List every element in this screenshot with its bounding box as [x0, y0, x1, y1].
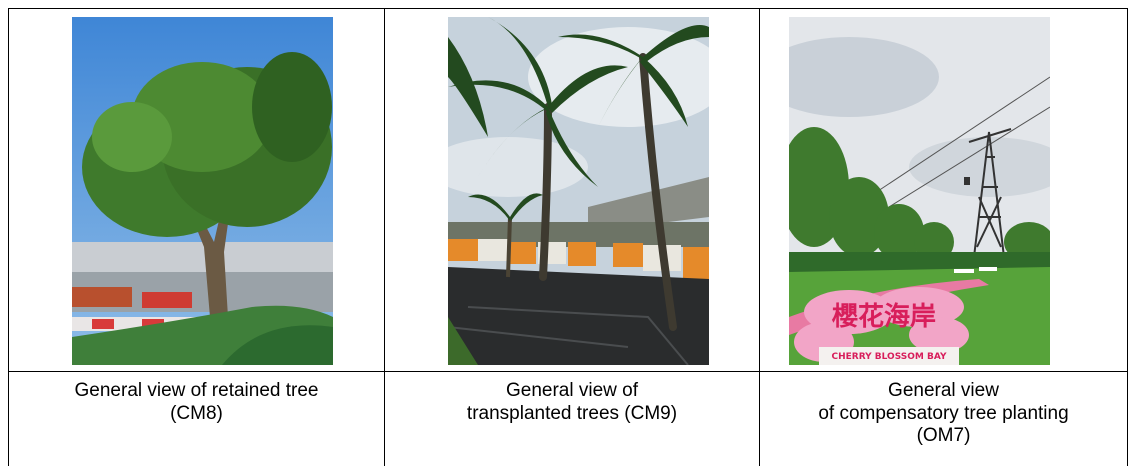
photo-sign-text: CHERRY BLOSSOM BAY	[831, 352, 946, 362]
caption: General view of retained tree(CM8)	[9, 380, 384, 425]
caption-line: General view	[760, 380, 1127, 403]
caption-line: of compensatory tree planting	[760, 403, 1127, 426]
photo-transplanted-trees	[448, 17, 709, 365]
caption-line: General view of	[385, 380, 759, 403]
photo-sign-text: 櫻花海岸	[831, 302, 936, 332]
document-page: 櫻花海岸 CHERRY BLOSSOM BAY General view of …	[0, 0, 1128, 466]
caption-line: (CM8)	[9, 403, 384, 426]
photo-retained-tree	[72, 17, 333, 365]
table-border	[8, 8, 1128, 9]
caption-line: transplanted trees (CM9)	[385, 403, 759, 426]
photo-compensatory-planting: 櫻花海岸 CHERRY BLOSSOM BAY	[789, 17, 1050, 365]
caption-line: (OM7)	[760, 425, 1127, 448]
caption-line: General view of retained tree	[9, 380, 384, 403]
table-border	[8, 371, 1128, 372]
